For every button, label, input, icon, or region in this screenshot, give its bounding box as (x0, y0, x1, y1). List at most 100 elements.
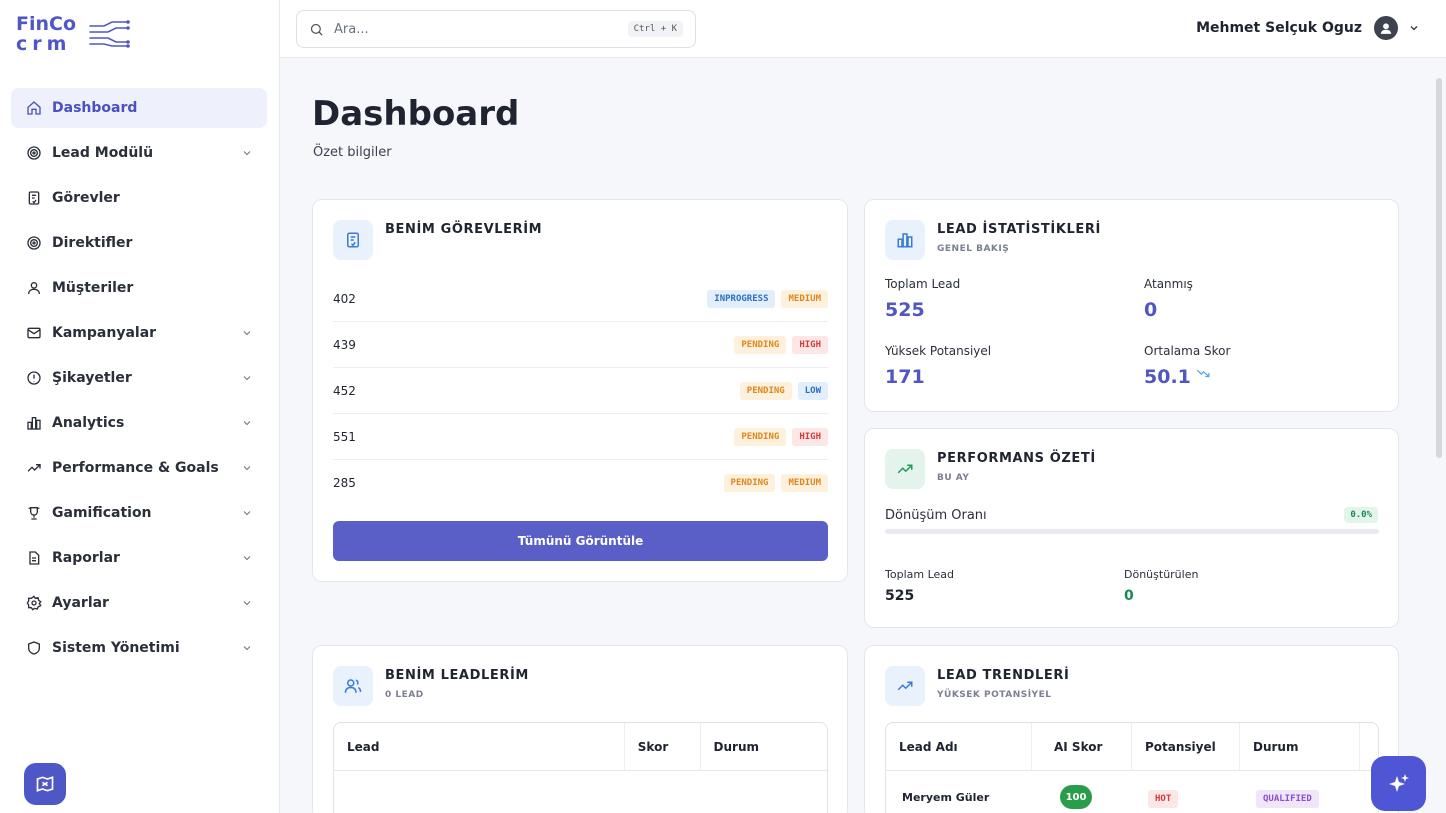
trending-up-icon (885, 666, 925, 706)
column-header[interactable]: Skor (625, 723, 701, 770)
task-row[interactable]: 285 PENDING MEDIUM (333, 460, 828, 506)
column-header[interactable]: AI Skor (1032, 723, 1132, 770)
sidebar-item-label: Sistem Yönetimi (52, 640, 180, 656)
score-badge: 100 (1060, 785, 1092, 809)
sidebar-item-kampanyalar[interactable]: Kampanyalar (11, 313, 267, 353)
card-subtitle: BU AY (937, 473, 970, 483)
ai-assistant-button[interactable] (1371, 756, 1426, 811)
trophy-icon (25, 504, 43, 522)
lead-trends-card: LEAD TRENDLERİ YÜKSEK POTANSİYEL Lead Ad… (864, 645, 1399, 813)
avg-score-value: 50.1 (1144, 366, 1191, 388)
task-id: 285 (333, 476, 356, 490)
logo-line1: FinCo (16, 13, 77, 35)
scrollbar-thumb[interactable] (1436, 78, 1442, 458)
sidebar-item-label: Kampanyalar (52, 325, 157, 341)
task-row[interactable]: 402 INPROGRESS MEDIUM (333, 276, 828, 322)
priority-badge: LOW (797, 381, 828, 400)
column-header[interactable]: Lead Adı (886, 723, 1032, 770)
target-icon (25, 234, 43, 252)
user-icon (25, 279, 43, 297)
task-row[interactable]: 439 PENDING HIGH (333, 322, 828, 368)
chevron-down-icon (241, 507, 253, 519)
converted-value: 0 (1124, 588, 1134, 604)
sidebar-item-label: Gamification (52, 505, 152, 521)
card-subtitle: 0 LEAD (385, 690, 424, 700)
card-subtitle: YÜKSEK POTANSİYEL (937, 690, 1052, 700)
converted-label: Dönüştürülen (1124, 568, 1199, 581)
sidebar-item-label: Ayarlar (52, 595, 109, 611)
potential-badge: HOT (1148, 789, 1179, 808)
chevron-down-icon (241, 147, 253, 159)
sidebar-item-ayarlar[interactable]: Ayarlar (11, 583, 267, 623)
sidebar-item-analytics[interactable]: Analytics (11, 403, 267, 443)
performance-card: PERFORMANS ÖZETİ BU AY Dönüşüm Oranı 0.0… (864, 428, 1399, 628)
priority-badge: MEDIUM (781, 474, 828, 492)
table-row[interactable]: Meryem Güler 100 HOT QUALIFIED (886, 771, 1378, 813)
card-title: BENİM GÖREVLERİM (385, 222, 543, 237)
task-row[interactable]: 452 PENDING LOW (333, 368, 828, 414)
total-lead-value: 525 (885, 588, 915, 604)
logo[interactable]: FinCo crm (16, 14, 146, 62)
trending-up-icon (885, 449, 925, 489)
high-potential-value: 171 (885, 366, 925, 388)
sidebar-item-lead-modulu[interactable]: Lead Modülü (11, 133, 267, 173)
chevron-down-icon (241, 327, 253, 339)
sidebar-item-gorevler[interactable]: Görevler (11, 178, 267, 218)
task-id: 402 (333, 291, 356, 306)
map-button[interactable] (24, 763, 66, 805)
sidebar-nav: Dashboard Lead Modülü Görevler Direktifl… (11, 88, 267, 673)
sidebar-item-musteriler[interactable]: Müşteriler (11, 268, 267, 308)
bar-chart-icon (885, 220, 925, 260)
sidebar-item-sikayetler[interactable]: Şikayetler (11, 358, 267, 398)
status-badge: QUALIFIED (1256, 789, 1319, 808)
search-input[interactable]: Ara... Ctrl + K (296, 10, 696, 48)
priority-badge: HIGH (792, 427, 828, 446)
sidebar-item-dashboard[interactable]: Dashboard (11, 88, 267, 128)
column-header[interactable]: Durum (713, 739, 759, 754)
sidebar-item-gamification[interactable]: Gamification (11, 493, 267, 533)
file-text-icon (25, 549, 43, 567)
shield-icon (25, 639, 43, 657)
sidebar-item-label: Direktifler (52, 235, 133, 251)
column-header[interactable]: Durum (1240, 723, 1360, 770)
priority-badge: MEDIUM (781, 289, 828, 308)
card-title: BENİM LEADLERİM (385, 668, 529, 683)
search-icon (310, 23, 323, 36)
status-badge: INPROGRESS (707, 289, 776, 308)
user-menu[interactable]: Mehmet Selçuk Oguz (1196, 16, 1420, 40)
logo-mark-icon (89, 20, 130, 48)
my-leads-card: BENİM LEADLERİM 0 LEAD Lead Skor Durum (312, 645, 848, 813)
status-badge: PENDING (739, 381, 792, 400)
page-subtitle: Özet bilgiler (313, 145, 392, 160)
sidebar-item-label: Şikayetler (52, 370, 132, 386)
table-header: Lead Skor Durum (334, 723, 827, 771)
sidebar-item-label: Görevler (52, 190, 120, 206)
scrollbar[interactable] (1435, 62, 1443, 813)
sidebar-item-direktifler[interactable]: Direktifler (11, 223, 267, 263)
conversion-label: Dönüşüm Oranı (885, 508, 987, 523)
chevron-down-icon (241, 372, 253, 384)
view-all-button[interactable]: Tümünü Görüntüle (333, 521, 828, 561)
sidebar-item-label: Performance & Goals (52, 460, 219, 476)
task-id: 551 (333, 429, 356, 444)
user-name: Mehmet Selçuk Oguz (1196, 20, 1362, 36)
avatar (1374, 16, 1398, 40)
high-potential-label: Yüksek Potansiyel (885, 344, 992, 358)
conversion-progress (885, 529, 1379, 534)
target-icon (25, 144, 43, 162)
total-lead-label: Toplam Lead (885, 568, 954, 581)
map-icon (36, 776, 54, 792)
status-badge: PENDING (734, 427, 787, 446)
column-header[interactable]: Potansiyel (1132, 723, 1240, 770)
task-row[interactable]: 551 PENDING HIGH (333, 414, 828, 460)
sidebar-item-performance-goals[interactable]: Performance & Goals (11, 448, 267, 488)
page-title: Dashboard (312, 94, 520, 134)
total-lead-label: Toplam Lead (885, 277, 961, 291)
sidebar-item-sistem-yonetimi[interactable]: Sistem Yönetimi (11, 628, 267, 668)
sidebar-item-raporlar[interactable]: Raporlar (11, 538, 267, 578)
shortcut-hint: Ctrl + K (627, 21, 683, 37)
users-icon (333, 666, 373, 706)
alert-circle-icon (25, 369, 43, 387)
column-header[interactable]: Lead (334, 723, 625, 770)
card-subtitle: GENEL BAKIŞ (937, 244, 1010, 254)
